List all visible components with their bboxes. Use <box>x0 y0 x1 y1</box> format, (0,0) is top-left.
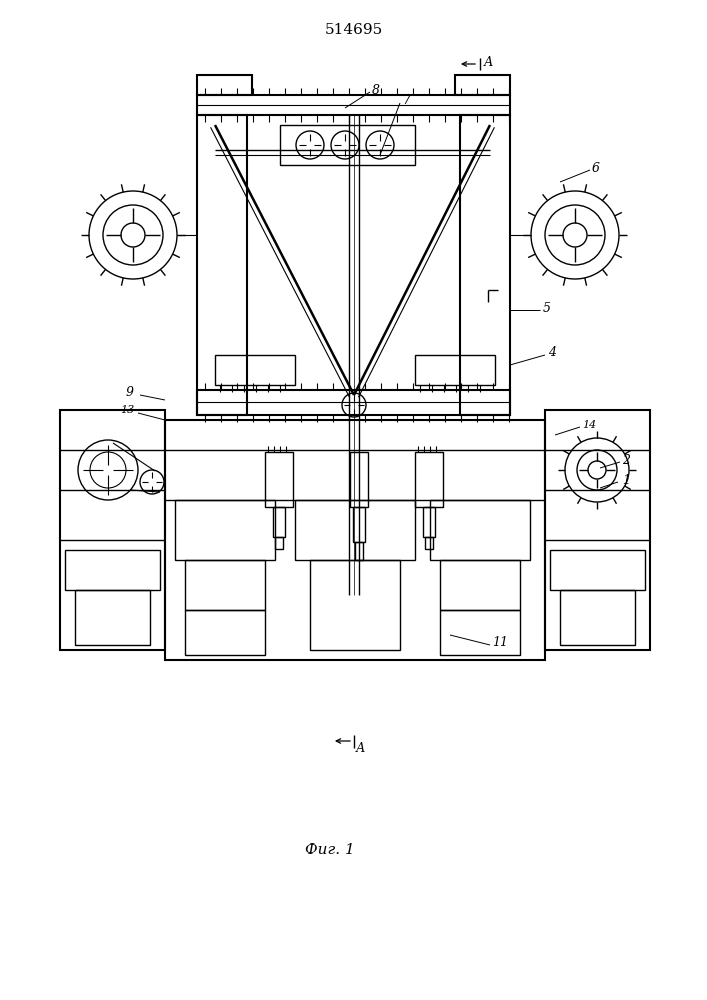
Text: 514695: 514695 <box>325 23 383 37</box>
Bar <box>355 542 363 560</box>
Bar <box>353 507 365 542</box>
Bar <box>460 115 510 415</box>
Text: 14: 14 <box>582 420 596 430</box>
Text: 13: 13 <box>120 405 134 415</box>
Bar <box>60 410 165 650</box>
Text: 7: 7 <box>402 94 410 106</box>
Text: 8: 8 <box>372 84 380 97</box>
Text: 1: 1 <box>622 474 630 487</box>
Text: 11: 11 <box>492 637 508 650</box>
Bar <box>280 125 415 165</box>
Text: 4: 4 <box>548 347 556 360</box>
Bar <box>273 507 285 537</box>
Bar <box>185 610 265 655</box>
Bar <box>545 410 650 650</box>
Bar <box>275 537 283 549</box>
Bar <box>310 560 400 650</box>
Bar <box>197 390 510 415</box>
Bar <box>197 115 247 415</box>
Bar <box>175 500 275 560</box>
Bar <box>197 95 510 115</box>
Text: 6: 6 <box>592 161 600 174</box>
Bar <box>440 560 520 610</box>
Bar <box>165 420 545 660</box>
Bar <box>350 452 368 507</box>
Text: А: А <box>484 55 493 68</box>
Bar <box>455 75 510 95</box>
Bar <box>295 500 415 560</box>
Bar <box>265 452 293 507</box>
Bar <box>423 507 435 537</box>
Bar <box>185 560 265 610</box>
Bar <box>197 75 252 95</box>
Bar <box>415 452 443 507</box>
Bar <box>430 500 530 560</box>
Bar <box>560 590 635 645</box>
Bar <box>550 550 645 590</box>
Text: 9: 9 <box>126 386 134 399</box>
Bar <box>415 355 495 385</box>
Bar <box>65 550 160 590</box>
Bar <box>440 610 520 655</box>
Bar <box>215 355 295 385</box>
Text: 5: 5 <box>543 302 551 314</box>
Bar <box>75 590 150 645</box>
Text: А: А <box>356 742 366 754</box>
Bar <box>425 537 433 549</box>
Text: Фиг. 1: Фиг. 1 <box>305 843 355 857</box>
Text: 2: 2 <box>622 454 630 466</box>
